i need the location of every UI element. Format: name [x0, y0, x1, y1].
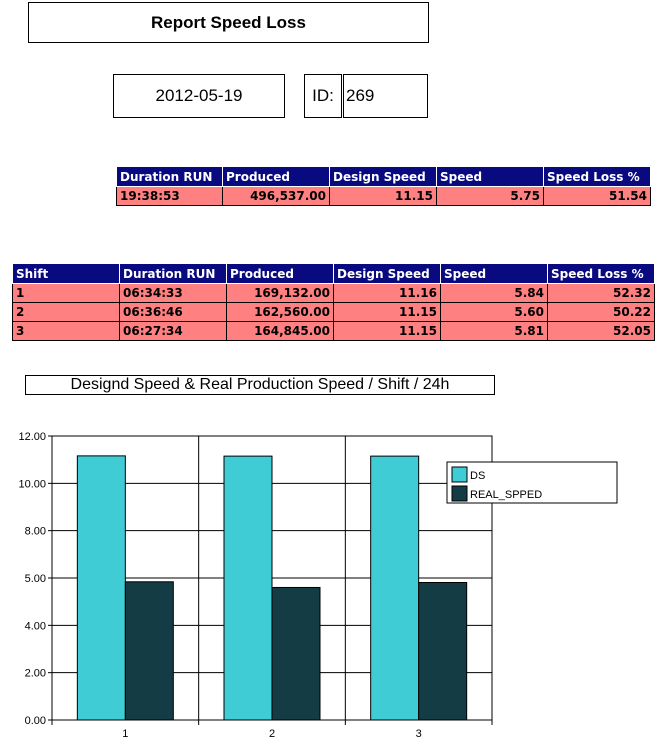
shift-cell-speed: 5.60 — [440, 302, 548, 322]
x-tick-label: 2 — [269, 728, 275, 740]
shift-header-row: Shift Duration RUN Produced Design Speed… — [12, 263, 655, 284]
summary-cell-produced: 496,537.00 — [222, 186, 330, 206]
shift-cell-design-speed: 11.15 — [333, 321, 441, 341]
legend-label: DS — [470, 470, 485, 482]
y-tick-label: 12.00 — [18, 431, 46, 443]
summary-header-speed: Speed — [436, 166, 544, 187]
y-tick-label: 4.00 — [25, 620, 46, 632]
shift-cell: 3 — [12, 321, 120, 341]
report-date: 2012-05-19 — [113, 74, 285, 118]
shift-cell-speed: 5.84 — [440, 283, 548, 303]
shift-header-duration: Duration RUN — [119, 263, 227, 284]
shift-row: 3 06:27:34 164,845.00 11.15 5.81 52.05 — [12, 321, 655, 341]
bar-real-spped — [418, 581, 468, 721]
shift-cell-produced: 169,132.00 — [226, 283, 334, 303]
shift-cell-speed-loss: 50.22 — [547, 302, 655, 322]
shift-row: 1 06:34:33 169,132.00 11.16 5.84 52.32 — [12, 283, 655, 303]
summary-cell-speed: 5.75 — [436, 186, 544, 206]
report-title: Report Speed Loss — [28, 2, 429, 43]
legend-swatch — [451, 485, 468, 502]
bar-ds — [370, 455, 420, 721]
speed-bar-chart: 0.00 2.00 4.00 5.00 8.00 10.00 12.00 1 2 3 DS REAL_… — [18, 431, 618, 740]
summary-cell-duration: 19:38:53 — [116, 186, 223, 206]
shift-header-shift: Shift — [12, 263, 120, 284]
shift-header-design-speed: Design Speed — [333, 263, 441, 284]
summary-table: Duration RUN Produced Design Speed Speed… — [116, 166, 651, 206]
summary-header-produced: Produced — [222, 166, 330, 187]
shift-cell-produced: 164,845.00 — [226, 321, 334, 341]
summary-header-row: Duration RUN Produced Design Speed Speed… — [116, 166, 651, 187]
legend-label: REAL_SPPED — [470, 489, 542, 501]
legend — [446, 461, 618, 504]
shift-cell-speed-loss: 52.32 — [547, 283, 655, 303]
summary-row: 19:38:53 496,537.00 11.15 5.75 51.54 — [116, 186, 651, 206]
bar-real-spped — [124, 581, 174, 721]
x-tick-label: 1 — [122, 728, 128, 740]
chart-title: Designd Speed & Real Production Speed / … — [25, 375, 495, 395]
bar-ds — [223, 455, 273, 721]
bar-ds — [76, 455, 126, 721]
shift-cell-design-speed: 11.16 — [333, 283, 441, 303]
shift-cell-speed: 5.81 — [440, 321, 548, 341]
summary-header-speed-loss: Speed Loss % — [543, 166, 651, 187]
bar-real-spped — [271, 586, 321, 721]
x-tick-label: 3 — [416, 728, 422, 740]
shift-cell-duration: 06:36:46 — [119, 302, 227, 322]
shift-table: Shift Duration RUN Produced Design Speed… — [12, 263, 655, 341]
shift-cell-produced: 162,560.00 — [226, 302, 334, 322]
shift-row: 2 06:36:46 162,560.00 11.15 5.60 50.22 — [12, 302, 655, 322]
y-tick-label: 2.00 — [25, 668, 46, 680]
legend-swatch — [451, 466, 468, 483]
shift-cell: 2 — [12, 302, 120, 322]
shift-header-speed: Speed — [440, 263, 548, 284]
summary-cell-speed-loss: 51.54 — [543, 186, 651, 206]
shift-cell-speed-loss: 52.05 — [547, 321, 655, 341]
shift-header-produced: Produced — [226, 263, 334, 284]
shift-cell: 1 — [12, 283, 120, 303]
y-tick-label: 10.00 — [18, 478, 46, 490]
y-tick-label: 5.00 — [25, 573, 46, 585]
shift-cell-duration: 06:34:33 — [119, 283, 227, 303]
y-tick-label: 8.00 — [25, 526, 46, 538]
id-label: ID: — [304, 74, 342, 118]
summary-header-design-speed: Design Speed — [329, 166, 437, 187]
y-tick-label: 0.00 — [25, 715, 46, 727]
summary-cell-design-speed: 11.15 — [329, 186, 437, 206]
shift-header-speed-loss: Speed Loss % — [547, 263, 655, 284]
shift-cell-duration: 06:27:34 — [119, 321, 227, 341]
id-value: 269 — [343, 74, 428, 118]
shift-cell-design-speed: 11.15 — [333, 302, 441, 322]
summary-header-duration: Duration RUN — [116, 166, 223, 187]
